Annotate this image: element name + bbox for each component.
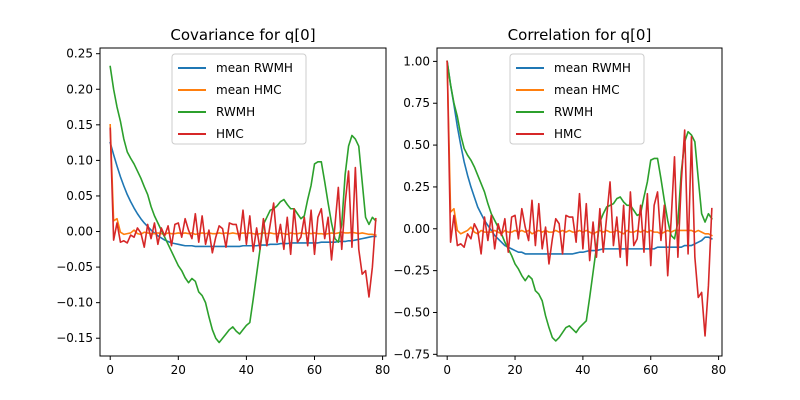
axes-frame [436,47,723,357]
x-tick-label: 40 [239,363,254,377]
y-tick-label: −0.05 [56,260,93,274]
y-tick-label: −0.75 [393,347,430,361]
axes-frame [99,47,387,357]
x-tick-label: 0 [443,363,451,377]
y-tick-label: 0.00 [66,225,93,239]
y-tick-label: −0.50 [393,305,430,319]
series-group [109,65,377,344]
legend-label-rwmh: RWMH [216,105,255,119]
series-line-mean-rwmh [446,60,713,255]
series-line-hmc [446,60,713,337]
y-tick-label: 0.15 [66,118,93,132]
legend-label-mean-rwmh: mean RWMH [216,61,293,75]
y-tick-label: 0.25 [403,180,430,194]
x-tick-label: 20 [171,363,186,377]
legend-box [509,53,645,145]
x-tick-label: 20 [507,363,522,377]
x-tick-label: 60 [307,363,322,377]
legend-box [171,53,307,145]
y-tick-label: 0.05 [66,189,93,203]
legend-label-rwmh: RWMH [554,105,593,119]
x-tick-label: 60 [643,363,658,377]
covariance-chart: Covariance for q[0] 0 20 40 60 80 −0.15 −0.10 −0… [56,26,390,377]
series-line-mean-hmc [446,60,713,237]
series-line-hmc [109,127,377,298]
legend: mean RWMH mean HMC RWMH HMC [509,53,645,145]
y-tick-label: 0.00 [403,222,430,236]
series-line-rwmh [109,65,377,344]
y-tick-label: 0.10 [66,153,93,167]
x-tick-label: 80 [375,363,390,377]
x-tick-label: 80 [711,363,726,377]
chart-title: Covariance for q[0] [170,26,315,44]
y-tick-label: −0.25 [393,264,430,278]
y-tick-label: −0.15 [56,331,93,345]
legend-label-mean-hmc: mean HMC [554,83,620,97]
x-tick-label: 0 [106,363,114,377]
correlation-chart: Correlation for q[0] 0 20 40 60 80 −0.75 −0.50 −… [393,26,726,377]
series-group [446,60,713,342]
legend-label-mean-rwmh: mean RWMH [554,61,631,75]
legend: mean RWMH mean HMC RWMH HMC [171,53,307,145]
series-line-rwmh [446,60,713,342]
series-line-mean-hmc [109,123,377,237]
y-tick-label: −0.10 [56,296,93,310]
x-tick-label: 40 [575,363,590,377]
legend-label-hmc: HMC [216,127,244,141]
y-tick-label: 0.50 [403,138,430,152]
y-tick-label: 0.25 [66,47,93,61]
y-tick-label: 0.20 [66,82,93,96]
legend-label-hmc: HMC [554,127,582,141]
y-tick-label: 0.75 [403,96,430,110]
legend-label-mean-hmc: mean HMC [216,83,282,97]
y-tick-label: 1.00 [403,54,430,68]
chart-title: Correlation for q[0] [508,26,652,44]
